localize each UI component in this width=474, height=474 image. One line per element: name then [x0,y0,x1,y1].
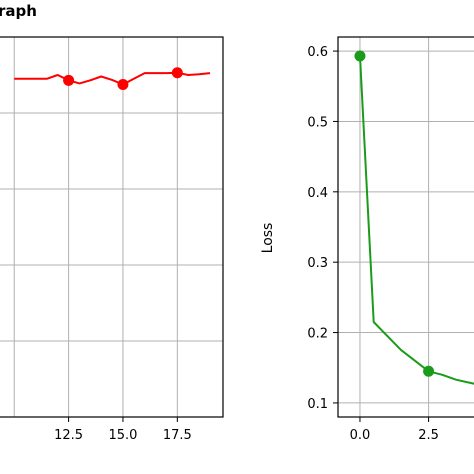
right-chart-frame [337,36,474,418]
right-series-point [423,365,435,377]
x-tick-label: 2.5 [418,428,439,443]
left-chart-series [14,67,211,90]
y-tick-label: 0.1 [307,397,328,412]
right-chart-x-ticks: 0.0 2.5 [350,417,439,443]
left-chart-x-ticks: 12.5 15.0 17.5 [54,417,192,443]
left-chart-grid [0,36,223,418]
left-chart-frame [0,36,224,418]
x-tick-label: 12.5 [54,428,83,443]
x-tick-label: 0.0 [350,428,371,443]
right-chart-series [354,50,474,385]
y-tick-label: 0.6 [307,45,328,60]
right-chart-y-ticks: 0.1 0.2 0.3 0.4 0.5 0.6 [307,45,338,412]
y-tick-label: 0.2 [307,327,328,342]
right-series-point [354,50,366,62]
right-chart-grid [338,37,474,417]
left-series-point [63,74,75,86]
x-tick-label: 15.0 [108,428,137,443]
left-series-point [171,67,183,79]
x-tick-label: 17.5 [163,428,192,443]
right-series-line [359,55,474,385]
left-chart-title: raph [0,2,37,20]
y-tick-label: 0.3 [307,256,328,271]
y-tick-label: 0.4 [307,186,328,201]
y-tick-label: 0.5 [307,115,328,130]
left-series-point [117,79,129,90]
right-chart-y-label: Loss [260,223,276,254]
